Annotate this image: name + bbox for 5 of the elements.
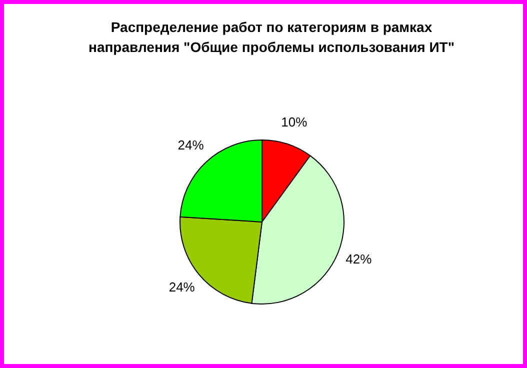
data-label: 24% [168,280,196,295]
data-label: 10% [281,114,308,130]
data-label: 42% [346,252,372,267]
data-label: 24% [178,138,204,153]
chart-title: Распределение работ по категориям в рамках направления "Общие проблемы использования ИТ" [88,19,455,55]
